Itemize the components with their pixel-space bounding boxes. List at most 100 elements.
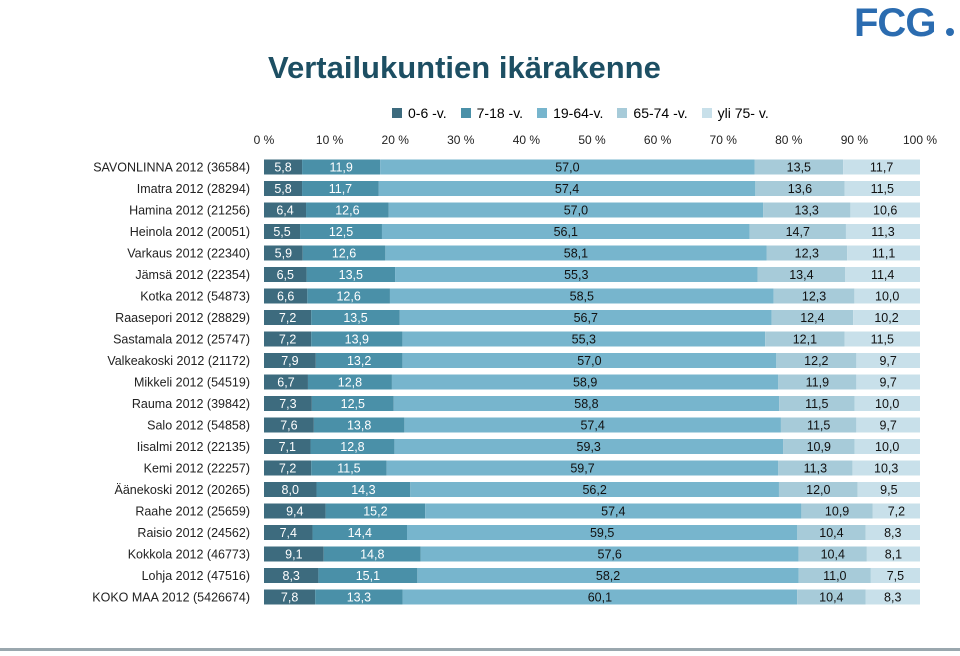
data-label: 7,4 [280, 526, 297, 540]
data-label: 11,1 [872, 247, 895, 261]
data-label: 10,0 [875, 440, 899, 454]
bar-segment [313, 417, 405, 433]
bar-segment [778, 374, 857, 390]
data-label: 57,4 [580, 419, 604, 433]
bar-segment [402, 353, 777, 368]
data-label: 13,3 [795, 204, 819, 218]
data-label: 57,4 [601, 505, 625, 519]
data-label: 12,2 [804, 354, 828, 368]
bar-segment [872, 503, 920, 519]
data-label: 10,9 [825, 505, 849, 519]
bar-segment [857, 482, 920, 497]
data-label: 58,9 [573, 376, 597, 390]
bar-segment [866, 546, 920, 562]
data-label: 11,5 [871, 182, 894, 196]
bar-segment [264, 396, 312, 411]
category-label: Raisio 2012 (24562) [137, 526, 250, 540]
bar-segment [380, 159, 755, 175]
data-label: 57,0 [577, 354, 601, 368]
data-label: 7,2 [279, 462, 296, 476]
data-label: 14,3 [351, 483, 375, 497]
data-label: 56,7 [574, 311, 598, 325]
data-label: 59,5 [590, 526, 614, 540]
bar-segment [395, 267, 758, 282]
data-label: 11,9 [806, 376, 829, 390]
data-label: 13,4 [789, 268, 813, 282]
legend-item: yli 75- v. [701, 105, 769, 121]
legend-item: 65-74 -v. [617, 105, 688, 121]
data-label: 6,5 [277, 268, 294, 282]
bar-segment [300, 224, 382, 239]
data-label: 11,0 [823, 569, 846, 583]
data-label: 9,1 [285, 548, 302, 562]
data-label: 6,6 [277, 290, 294, 304]
legend-label: 7-18 -v. [476, 105, 524, 121]
bar-segment [264, 439, 311, 454]
category-label: Lohja 2012 (47516) [142, 569, 250, 583]
data-label: 9,7 [879, 419, 896, 433]
bar-segment [264, 245, 303, 261]
data-label: 8,3 [884, 591, 901, 605]
data-label: 58,5 [570, 290, 594, 304]
data-label: 13,5 [343, 311, 367, 325]
data-label: 12,4 [800, 311, 824, 325]
data-label: 11,5 [805, 397, 828, 411]
data-label: 7,3 [279, 397, 296, 411]
bar-segment [323, 546, 421, 562]
data-label: 11,9 [329, 161, 352, 175]
data-label: 56,2 [582, 483, 606, 497]
bar-segment [755, 181, 845, 196]
bar-segment [779, 396, 855, 411]
data-label: 10,0 [875, 397, 899, 411]
bar-segment [312, 525, 408, 540]
bar-segment [845, 267, 920, 282]
bar-segment [850, 202, 920, 218]
fcg-logo-text: FCG [854, 1, 935, 44]
data-label: 11,5 [337, 462, 360, 476]
bar-segment [264, 482, 317, 497]
legend-item: 0-6 -v. [392, 105, 447, 121]
data-label: 56,1 [554, 225, 578, 239]
data-label: 12,1 [793, 333, 817, 347]
data-label: 5,9 [275, 247, 292, 261]
category-label: Salo 2012 (54858) [147, 419, 250, 433]
x-tick-label: 60 % [644, 133, 672, 147]
data-label: 57,4 [555, 182, 579, 196]
bar-segment [844, 331, 920, 347]
data-label: 10,0 [875, 290, 899, 304]
data-label: 12,3 [802, 290, 826, 304]
bar-segment [264, 224, 301, 239]
data-label: 60,1 [588, 591, 612, 605]
bar-segment [856, 353, 920, 368]
chart-legend: 0-6 -v. 7-18 -v. 19-64-v. 65-74 -v. yli 75- … [392, 104, 769, 122]
bar-segment [847, 245, 920, 261]
bar-segment [843, 159, 920, 175]
data-label: 12,6 [336, 290, 360, 304]
bar-segment [264, 267, 307, 282]
bar-segment [754, 159, 844, 175]
data-label: 10,9 [807, 440, 831, 454]
bar-segment [407, 525, 798, 540]
data-label: 8,1 [885, 548, 902, 562]
bar-segment [378, 181, 756, 196]
bar-segment [420, 546, 799, 562]
legend-swatch [617, 108, 628, 118]
bar-segment [264, 374, 308, 390]
bar-segment [311, 460, 387, 476]
bar-segment [311, 331, 403, 347]
bar-segment [854, 396, 920, 411]
x-tick-label: 40 % [513, 133, 541, 147]
category-label: SAVONLINNA 2012 (36584) [93, 161, 250, 175]
bar-segment [391, 374, 779, 390]
category-label: Imatra 2012 (28294) [137, 182, 250, 196]
bar-segment [302, 181, 379, 196]
bar-segment [773, 288, 855, 304]
data-label: 13,8 [347, 419, 371, 433]
bar-segment [302, 245, 386, 261]
bar-segment [854, 288, 920, 304]
bar-segment [325, 503, 426, 519]
x-tick-label: 30 % [447, 133, 475, 147]
x-tick-label: 20 % [382, 133, 410, 147]
data-label: 59,7 [570, 462, 594, 476]
category-label: KOKO MAA 2012 (5426674) [92, 591, 250, 605]
